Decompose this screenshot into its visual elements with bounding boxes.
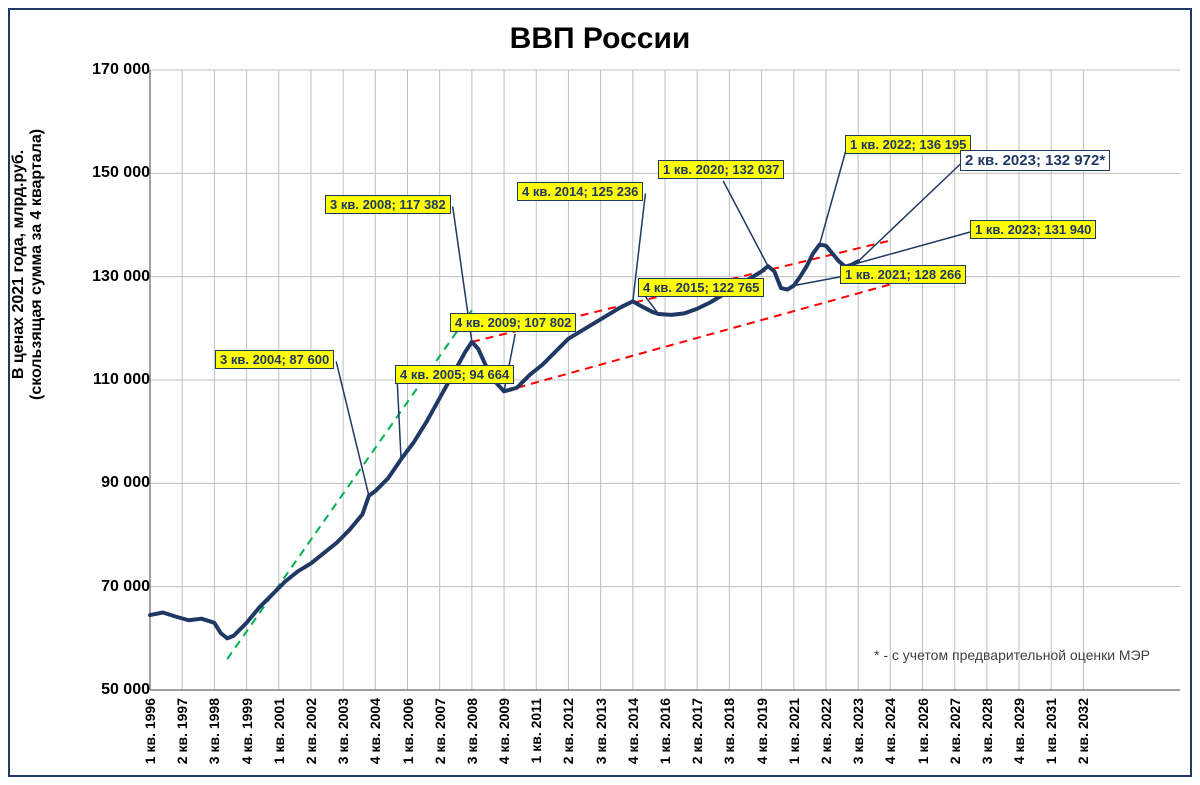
x-tick-label: 2 кв. 2012 [560,698,576,764]
callout-c2005: 4 кв. 2005; 94 664 [395,365,514,384]
x-tick-label: 1 кв. 2016 [657,698,673,764]
chart-title: ВВП России [10,22,1190,56]
x-tick-label: 1 кв. 2006 [400,698,416,764]
x-tick-label: 4 кв. 2009 [496,698,512,764]
x-tick-label: 1 кв. 2021 [786,698,802,764]
footnote: * - с учетом предварительной оценки МЭР [874,647,1150,663]
y-tick-label: 70 000 [101,578,150,596]
x-tick-label: 3 кв. 2013 [593,698,609,764]
callout-c2021: 1 кв. 2021; 128 266 [840,265,966,284]
x-tick-label: 2 кв. 2007 [432,698,448,764]
callout-c2008: 3 кв. 2008; 117 382 [325,195,451,214]
x-tick-label: 4 кв. 2029 [1011,698,1027,764]
y-axis-label: В ценах 2021 года, млрд.руб. (скользящая… [10,129,46,400]
callout-c2004: 3 кв. 2004; 87 600 [215,350,334,369]
x-tick-label: 4 кв. 2024 [882,698,898,764]
callout-c2023b: 2 кв. 2023; 132 972* [960,150,1110,171]
x-tick-label: 1 кв. 1996 [142,698,158,764]
x-tick-label: 1 кв. 2001 [271,698,287,764]
callout-c2009: 4 кв. 2009; 107 802 [450,313,576,332]
chart-frame: ВВП России В ценах 2021 года, млрд.руб. … [8,8,1192,777]
callout-c2020: 1 кв. 2020; 132 037 [658,160,784,179]
x-tick-label: 4 кв. 2019 [754,698,770,764]
x-tick-label: 2 кв. 2022 [818,698,834,764]
x-tick-label: 1 кв. 2026 [915,698,931,764]
x-tick-label: 3 кв. 2018 [721,698,737,764]
callout-c2014: 4 кв. 2014; 125 236 [517,182,643,201]
callout-c2022: 1 кв. 2022; 136 195 [845,135,971,154]
x-tick-label: 3 кв. 2028 [979,698,995,764]
x-tick-label: 4 кв. 2014 [625,698,641,764]
y-tick-label: 170 000 [92,61,150,79]
y-tick-label: 110 000 [93,371,150,389]
callout-c2023a: 1 кв. 2023; 131 940 [970,220,1096,239]
x-tick-label: 1 кв. 2031 [1043,698,1059,764]
x-tick-label: 2 кв. 2032 [1075,698,1091,764]
x-tick-label: 3 кв. 2003 [335,698,351,764]
x-tick-label: 4 кв. 1999 [239,698,255,764]
x-tick-label: 2 кв. 1997 [174,698,190,764]
x-tick-label: 3 кв. 2008 [464,698,480,764]
y-tick-label: 90 000 [101,474,150,492]
y-tick-label: 50 000 [101,681,150,699]
x-tick-label: 2 кв. 2017 [689,698,705,764]
callout-c2015: 4 кв. 2015; 122 765 [638,278,764,297]
y-tick-label: 150 000 [92,164,150,182]
x-tick-label: 3 кв. 2023 [850,698,866,764]
x-tick-label: 4 кв. 2004 [367,698,383,764]
x-tick-label: 2 кв. 2027 [947,698,963,764]
x-tick-label: 1 кв. 2011 [528,698,544,763]
x-tick-label: 3 кв. 1998 [206,698,222,764]
y-tick-label: 130 000 [92,268,150,286]
x-tick-label: 2 кв. 2002 [303,698,319,764]
